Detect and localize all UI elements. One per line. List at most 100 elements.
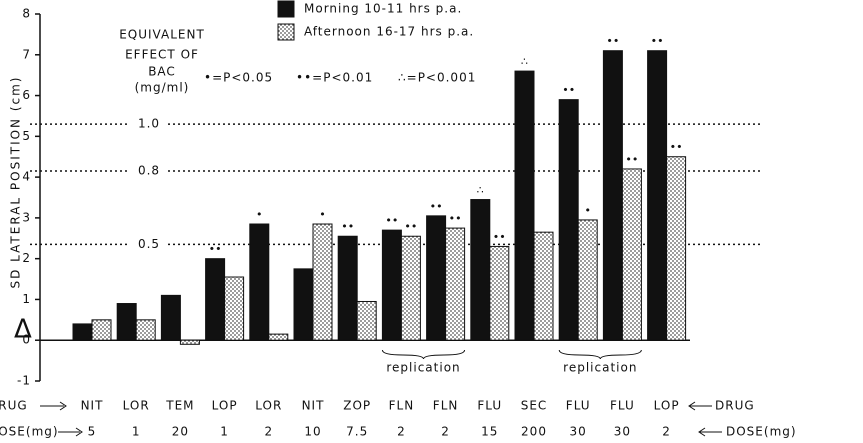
reference-label: 0.8 [138, 163, 160, 177]
y-tick-label: 4 [22, 170, 31, 184]
significance: • [256, 208, 263, 221]
y-tick-label: 3 [22, 210, 31, 224]
bar [489, 245, 510, 341]
x-tick-label: LOP [654, 399, 680, 413]
dose-label: 5 [88, 425, 97, 439]
row-label: DOSE(mg) [726, 425, 797, 439]
sig-legend: •=P<0.05 [204, 71, 273, 85]
bar [116, 303, 137, 341]
row-label: DOSE(mg) [0, 425, 59, 439]
x-tick-label: FLU [566, 399, 591, 413]
x-tick-label: LOR [255, 399, 282, 413]
bar [558, 99, 579, 341]
arrow [75, 427, 83, 437]
replication-label: replication [563, 361, 637, 375]
significance: •• [404, 220, 417, 233]
row-label: DRUG [0, 399, 28, 413]
annotation: (mg/ml) [135, 81, 190, 95]
bar [514, 70, 535, 341]
x-tick-label: NIT [81, 399, 104, 413]
significance: •• [562, 84, 575, 97]
significance: •• [430, 200, 443, 213]
bracket [381, 349, 466, 360]
significance: • [319, 208, 326, 221]
bar [135, 319, 156, 341]
y-tick-label: 5 [22, 129, 31, 143]
arrow [688, 401, 696, 411]
x-tick-label: LOR [123, 399, 150, 413]
significance: •• [606, 35, 619, 48]
bar [312, 223, 333, 341]
bar [268, 333, 289, 341]
x-tick-label: TEM [165, 399, 194, 413]
bar [666, 156, 687, 341]
significance: •• [651, 35, 664, 48]
bar [224, 276, 245, 341]
bar [91, 319, 112, 341]
bar [72, 323, 93, 341]
dose-label: 2 [441, 425, 450, 439]
bar [400, 235, 421, 341]
significance: •• [449, 212, 462, 225]
bar [577, 219, 598, 341]
dose-label: 7.5 [346, 425, 368, 439]
significance: •• [209, 243, 222, 256]
dose-label: 1 [132, 425, 141, 439]
arrow [59, 401, 67, 411]
y-tick-label: 0 [22, 333, 31, 347]
bar [621, 168, 642, 341]
bar [470, 199, 491, 341]
y-tick-label: 2 [22, 251, 31, 265]
y-tick-label: 8 [22, 7, 31, 21]
bar [381, 229, 402, 341]
reference-label: 1.0 [138, 117, 160, 131]
significance: •• [341, 220, 354, 233]
dose-label: 30 [614, 425, 631, 439]
significance: •• [670, 141, 683, 154]
dose-label: 30 [570, 425, 587, 439]
bar [445, 227, 466, 341]
bar [160, 294, 181, 341]
y-tick-label: -1 [17, 374, 31, 388]
legend-label: Afternoon 16-17 hrs p.a. [304, 25, 474, 39]
row-label: DRUG [715, 399, 755, 413]
x-tick-label: LOP [212, 399, 238, 413]
legend-swatch [277, 0, 295, 18]
arrow [698, 427, 706, 437]
x-tick-label: ZOP [343, 399, 371, 413]
significance: •• [493, 230, 506, 243]
bar [293, 268, 314, 341]
dose-label: 20 [172, 425, 189, 439]
replication-label: replication [386, 361, 460, 375]
x-tick-label: SEC [521, 399, 548, 413]
x-tick-label: NIT [302, 399, 325, 413]
significance: ∴ [521, 55, 528, 68]
dose-label: 10 [304, 425, 321, 439]
bar [647, 50, 668, 341]
bar [426, 215, 447, 341]
x-tick-label: FLU [610, 399, 635, 413]
significance: •• [385, 214, 398, 227]
annotation: BAC [148, 65, 176, 79]
bar [337, 235, 358, 341]
sig-legend: ••=P<0.01 [296, 71, 373, 85]
x-tick-label: FLN [433, 399, 459, 413]
annotation: EFFECT OF [125, 48, 199, 62]
annotation: EQUIVALENT [119, 28, 205, 42]
significance: •• [625, 153, 638, 166]
legend-label: Morning 10-11 hrs p.a. [304, 2, 462, 16]
y-label-symbol: Δ [14, 315, 33, 345]
dose-label: 15 [481, 425, 498, 439]
dose-label: 200 [521, 425, 547, 439]
x-tick-label: FLU [477, 399, 502, 413]
dose-label: 2 [662, 425, 671, 439]
significance: ∴ [477, 184, 484, 197]
reference-label: 0.5 [138, 237, 160, 251]
dose-label: 2 [264, 425, 273, 439]
y-tick-label: 1 [22, 292, 31, 306]
dose-label: 2 [397, 425, 406, 439]
significance: • [584, 204, 591, 217]
y-tick-label: 6 [22, 88, 31, 102]
y-label: SD LATERAL POSITION (cm) [9, 76, 23, 289]
